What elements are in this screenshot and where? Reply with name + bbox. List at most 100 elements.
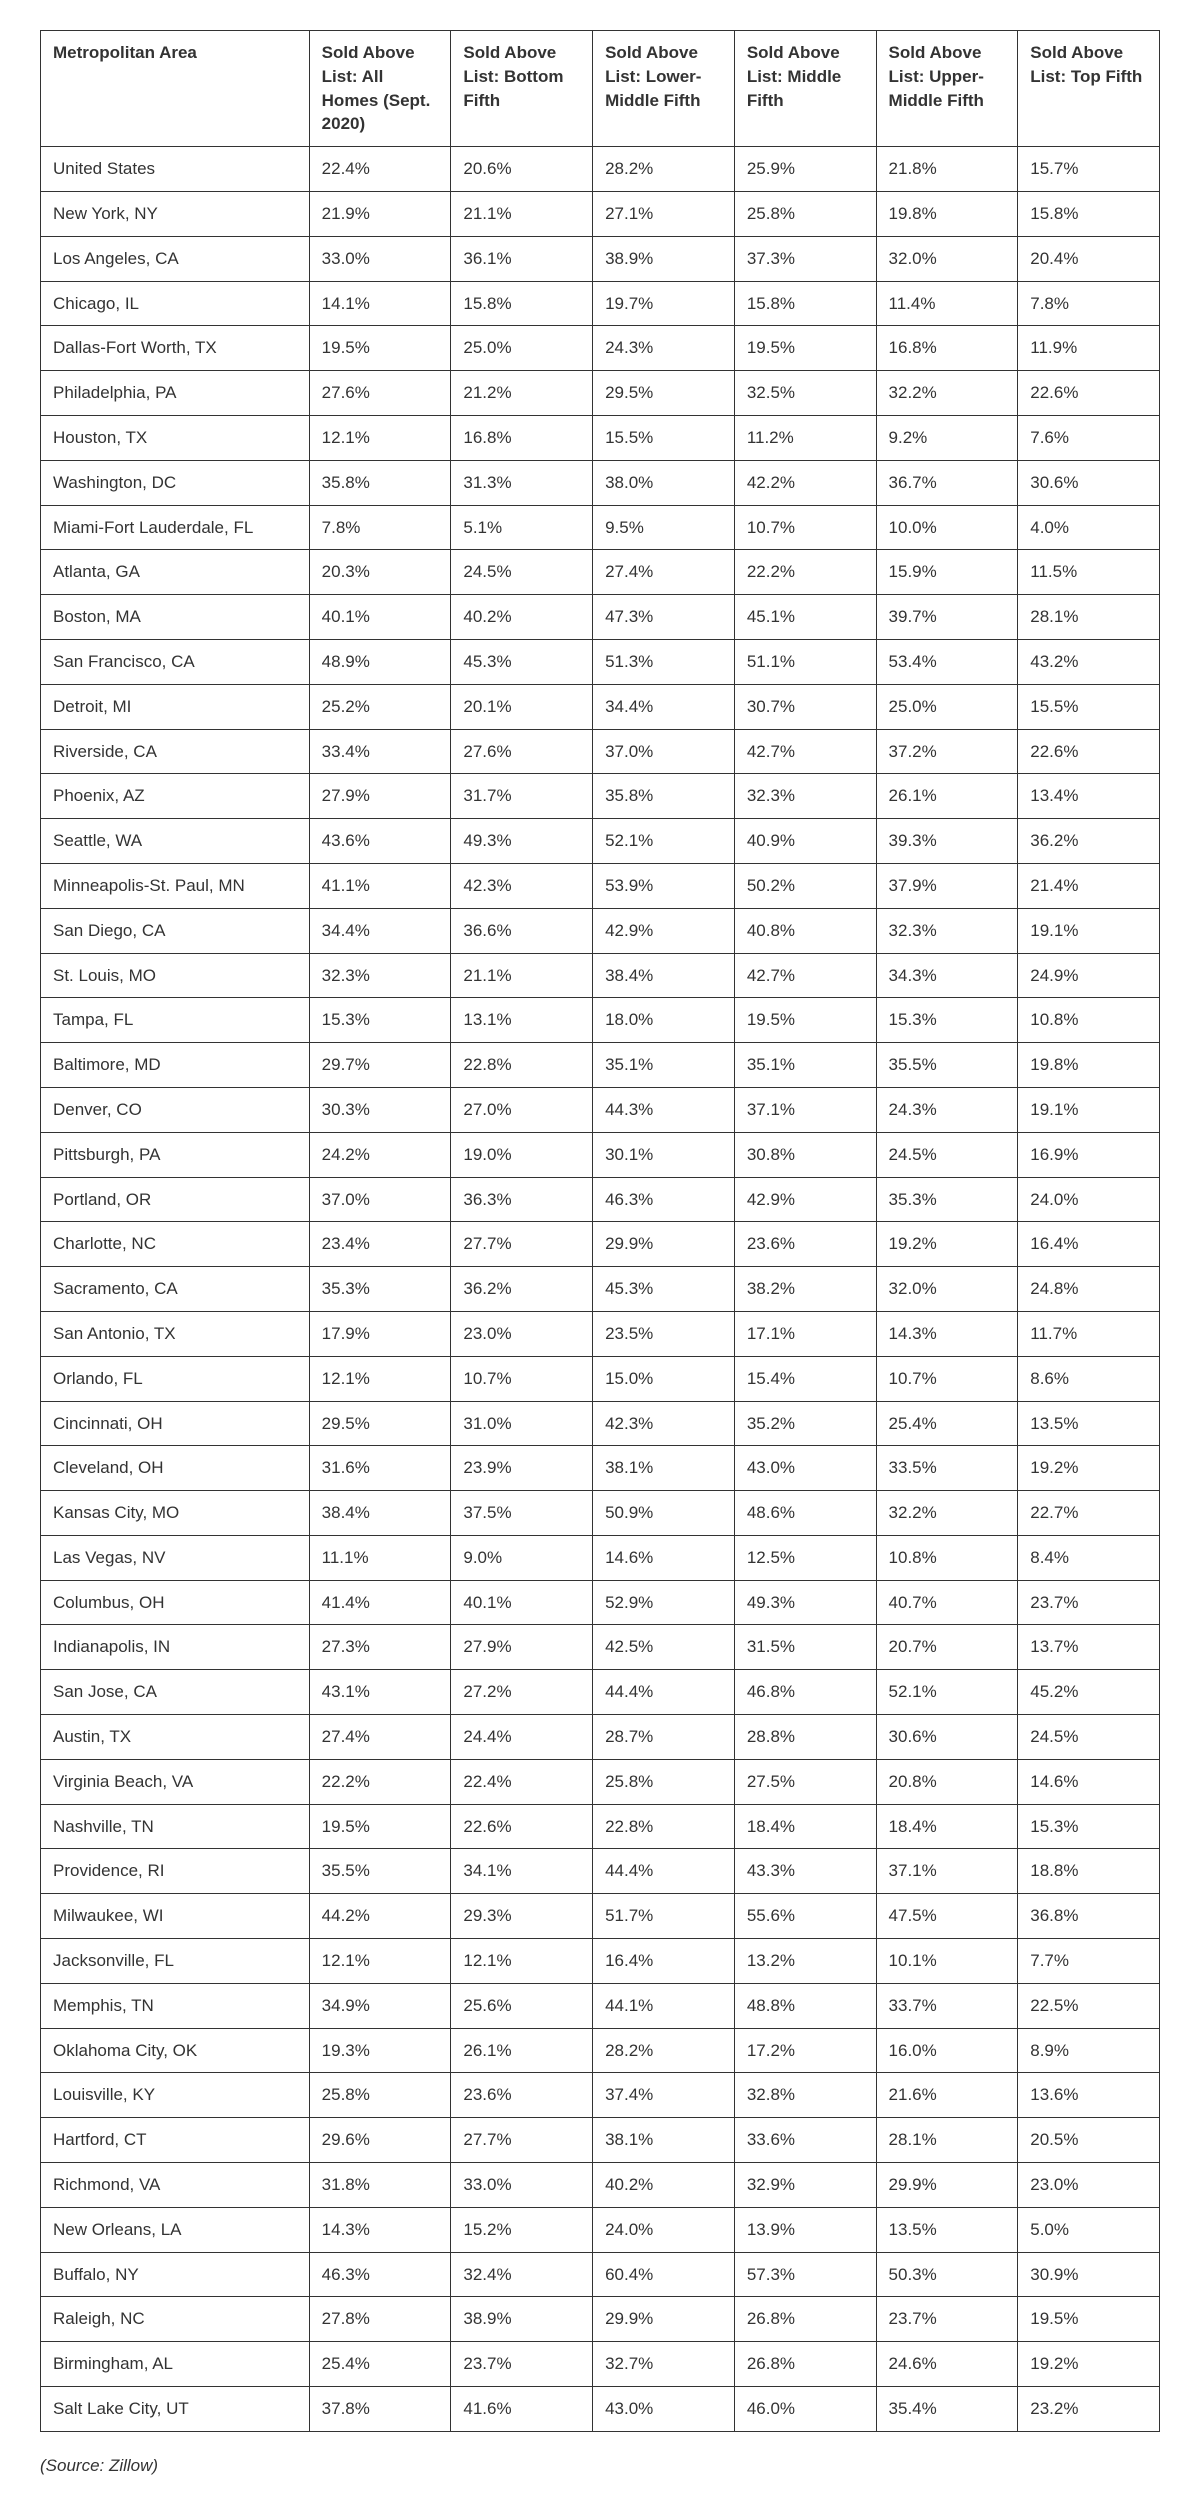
table-cell: Dallas-Fort Worth, TX (41, 326, 310, 371)
table-cell: 37.2% (876, 729, 1018, 774)
table-cell: 9.0% (451, 1535, 593, 1580)
table-cell: 22.7% (1018, 1491, 1160, 1536)
table-cell: 42.7% (734, 729, 876, 774)
table-row: Houston, TX12.1%16.8%15.5%11.2%9.2%7.6% (41, 415, 1160, 460)
table-cell: 13.4% (1018, 774, 1160, 819)
table-cell: Salt Lake City, UT (41, 2387, 310, 2432)
table-cell: 35.5% (876, 1043, 1018, 1088)
table-cell: 36.2% (1018, 819, 1160, 864)
table-cell: 30.6% (1018, 460, 1160, 505)
table-cell: 10.8% (876, 1535, 1018, 1580)
table-cell: 46.0% (734, 2387, 876, 2432)
table-cell: 12.5% (734, 1535, 876, 1580)
table-row: New Orleans, LA14.3%15.2%24.0%13.9%13.5%… (41, 2207, 1160, 2252)
table-cell: 19.1% (1018, 1087, 1160, 1132)
table-cell: Sacramento, CA (41, 1267, 310, 1312)
table-row: Richmond, VA31.8%33.0%40.2%32.9%29.9%23.… (41, 2163, 1160, 2208)
table-row: Boston, MA40.1%40.2%47.3%45.1%39.7%28.1% (41, 595, 1160, 640)
table-row: San Diego, CA34.4%36.6%42.9%40.8%32.3%19… (41, 908, 1160, 953)
table-cell: 25.4% (309, 2342, 451, 2387)
table-cell: 23.0% (1018, 2163, 1160, 2208)
table-cell: United States (41, 147, 310, 192)
table-cell: 33.5% (876, 1446, 1018, 1491)
table-cell: 18.0% (593, 998, 735, 1043)
table-cell: Oklahoma City, OK (41, 2028, 310, 2073)
table-cell: 27.9% (309, 774, 451, 819)
table-cell: Minneapolis-St. Paul, MN (41, 863, 310, 908)
table-cell: 25.8% (734, 191, 876, 236)
table-cell: Buffalo, NY (41, 2252, 310, 2297)
table-cell: 16.0% (876, 2028, 1018, 2073)
table-cell: 43.0% (734, 1446, 876, 1491)
table-cell: 29.9% (593, 1222, 735, 1267)
table-row: Atlanta, GA20.3%24.5%27.4%22.2%15.9%11.5… (41, 550, 1160, 595)
table-row: Portland, OR37.0%36.3%46.3%42.9%35.3%24.… (41, 1177, 1160, 1222)
table-cell: Charlotte, NC (41, 1222, 310, 1267)
table-cell: 24.5% (876, 1132, 1018, 1177)
table-cell: 34.4% (593, 684, 735, 729)
table-cell: 12.1% (451, 1939, 593, 1984)
table-row: United States22.4%20.6%28.2%25.9%21.8%15… (41, 147, 1160, 192)
table-cell: 49.3% (451, 819, 593, 864)
table-cell: 27.6% (451, 729, 593, 774)
table-cell: 21.1% (451, 191, 593, 236)
table-cell: 45.3% (451, 639, 593, 684)
table-cell: 10.7% (451, 1356, 593, 1401)
table-cell: 18.8% (1018, 1849, 1160, 1894)
table-row: Chicago, IL14.1%15.8%19.7%15.8%11.4%7.8% (41, 281, 1160, 326)
table-cell: 28.1% (1018, 595, 1160, 640)
table-cell: 32.8% (734, 2073, 876, 2118)
table-cell: 17.9% (309, 1311, 451, 1356)
table-cell: Miami-Fort Lauderdale, FL (41, 505, 310, 550)
table-row: Providence, RI35.5%34.1%44.4%43.3%37.1%1… (41, 1849, 1160, 1894)
table-cell: 14.3% (309, 2207, 451, 2252)
table-cell: Chicago, IL (41, 281, 310, 326)
table-cell: 33.6% (734, 2118, 876, 2163)
table-cell: 13.7% (1018, 1625, 1160, 1670)
table-cell: 4.0% (1018, 505, 1160, 550)
table-cell: 7.7% (1018, 1939, 1160, 1984)
table-cell: 42.7% (734, 953, 876, 998)
table-cell: 41.4% (309, 1580, 451, 1625)
table-cell: 14.3% (876, 1311, 1018, 1356)
table-cell: 43.1% (309, 1670, 451, 1715)
table-cell: Hartford, CT (41, 2118, 310, 2163)
table-cell: 19.2% (1018, 2342, 1160, 2387)
table-cell: 13.6% (1018, 2073, 1160, 2118)
table-cell: 32.3% (876, 908, 1018, 953)
table-cell: 37.9% (876, 863, 1018, 908)
table-cell: 52.1% (593, 819, 735, 864)
table-cell: 20.7% (876, 1625, 1018, 1670)
table-cell: 46.3% (593, 1177, 735, 1222)
table-cell: 24.2% (309, 1132, 451, 1177)
table-cell: Phoenix, AZ (41, 774, 310, 819)
table-cell: 16.8% (451, 415, 593, 460)
table-cell: Riverside, CA (41, 729, 310, 774)
table-cell: 44.3% (593, 1087, 735, 1132)
table-cell: 5.1% (451, 505, 593, 550)
table-cell: 37.5% (451, 1491, 593, 1536)
table-cell: 16.4% (593, 1939, 735, 1984)
table-cell: 13.5% (1018, 1401, 1160, 1446)
col-header-3: Sold Above List: Lower-Middle Fifth (593, 31, 735, 147)
table-row: Sacramento, CA35.3%36.2%45.3%38.2%32.0%2… (41, 1267, 1160, 1312)
table-cell: 40.2% (451, 595, 593, 640)
table-cell: 33.4% (309, 729, 451, 774)
table-cell: 29.9% (593, 2297, 735, 2342)
table-cell: 5.0% (1018, 2207, 1160, 2252)
table-cell: San Antonio, TX (41, 1311, 310, 1356)
table-cell: 11.2% (734, 415, 876, 460)
table-cell: 60.4% (593, 2252, 735, 2297)
table-cell: Memphis, TN (41, 1983, 310, 2028)
table-cell: 34.1% (451, 1849, 593, 1894)
table-cell: 26.1% (876, 774, 1018, 819)
table-cell: 27.9% (451, 1625, 593, 1670)
table-cell: 38.1% (593, 1446, 735, 1491)
table-cell: 20.1% (451, 684, 593, 729)
table-cell: Seattle, WA (41, 819, 310, 864)
table-cell: 43.0% (593, 2387, 735, 2432)
table-cell: 27.5% (734, 1759, 876, 1804)
table-cell: 25.6% (451, 1983, 593, 2028)
table-cell: 16.9% (1018, 1132, 1160, 1177)
table-cell: 38.4% (309, 1491, 451, 1536)
